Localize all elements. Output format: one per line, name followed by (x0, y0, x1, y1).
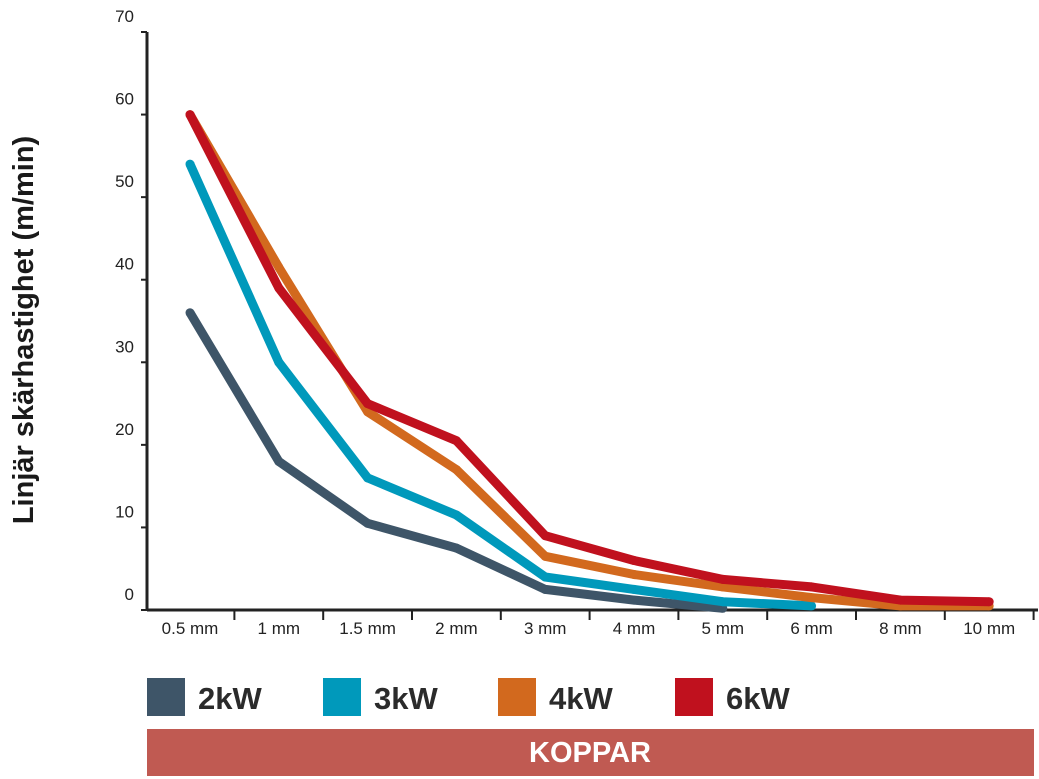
legend-swatch-2kw (147, 678, 185, 716)
axes (145, 32, 1038, 612)
data-point-6kw (274, 283, 284, 293)
data-point-4kw (363, 407, 373, 417)
data-point-4kw (451, 465, 461, 475)
data-point-4kw (540, 551, 550, 561)
data-point-4kw (718, 582, 728, 592)
data-point-6kw (629, 556, 639, 565)
x-tick-label: 8 mm (879, 619, 922, 638)
series-line-4kw (186, 112, 990, 611)
series-line-6kw (185, 112, 990, 607)
legend-swatch-3kw (323, 678, 361, 716)
legend-label-3kw: 3kW (374, 681, 438, 716)
data-point-3kw (451, 510, 461, 520)
legend: 2kW 3kW 4kW 6kW (147, 678, 790, 716)
x-tick-label: 0.5 mm (162, 619, 219, 638)
series-line-3kw (185, 162, 812, 611)
y-axis-label: Linjär skärhastighet (m/min) (8, 136, 40, 524)
x-tick-label: 1.5 mm (339, 619, 396, 638)
x-tick-label: 1 mm (258, 619, 301, 638)
legend-label-4kw: 4kW (549, 681, 613, 716)
data-point-2kw (451, 543, 461, 553)
x-tick-label: 5 mm (702, 619, 745, 638)
y-tick-label: 10 (115, 502, 134, 521)
data-point-6kw (363, 399, 373, 409)
y-tick-label: 60 (115, 90, 134, 109)
data-point-6kw (451, 436, 461, 446)
data-point-3kw (718, 597, 728, 607)
y-tick-label: 40 (115, 255, 134, 274)
x-tick-label: 3 mm (524, 619, 567, 638)
legend-label-2kw: 2kW (198, 681, 262, 716)
data-point-3kw (807, 601, 817, 611)
data-point-6kw (718, 574, 728, 584)
x-tick-label: 10 mm (963, 619, 1015, 638)
data-point-4kw (629, 570, 639, 579)
y-tick-label: 0 (125, 585, 134, 604)
data-point-2kw (274, 456, 284, 466)
data-point-4kw (274, 262, 284, 272)
y-tick-label: 20 (115, 420, 134, 439)
data-point-6kw (984, 597, 994, 607)
data-point-6kw (895, 595, 905, 605)
data-point-6kw (540, 531, 550, 541)
data-point-6kw (185, 110, 195, 120)
data-point-2kw (540, 584, 550, 594)
data-point-2kw (185, 308, 195, 318)
material-banner: KOPPAR (147, 729, 1034, 776)
x-tick-label: 2 mm (435, 619, 478, 638)
data-point-3kw (274, 357, 284, 367)
legend-swatch-4kw (498, 678, 536, 716)
data-point-3kw (540, 572, 550, 582)
banner-bar (147, 729, 1034, 776)
data-point-2kw (363, 518, 373, 528)
data-point-3kw (629, 584, 639, 594)
data-point-3kw (363, 473, 373, 483)
series-lines (185, 110, 994, 613)
data-point-3kw (185, 159, 195, 169)
y-tick-label: 70 (115, 7, 134, 26)
x-ticks: 0.5 mm 1 mm 1.5 mm 2 mm 3 mm 4 mm 5 mm 6 mm 8 mm… (162, 610, 1035, 638)
data-point-4kw (807, 593, 817, 603)
x-tick-label: 6 mm (790, 619, 833, 638)
banner-label: KOPPAR (529, 737, 651, 769)
data-point-2kw (629, 595, 639, 605)
legend-label-6kw: 6kW (726, 681, 790, 716)
x-tick-label: 4 mm (613, 619, 656, 638)
y-ticks: 0 10 20 30 40 50 60 70 (115, 7, 147, 611)
legend-swatch-6kw (675, 678, 713, 716)
y-tick-label: 30 (115, 337, 134, 356)
y-tick-label: 50 (115, 172, 134, 191)
data-point-6kw (807, 582, 817, 592)
